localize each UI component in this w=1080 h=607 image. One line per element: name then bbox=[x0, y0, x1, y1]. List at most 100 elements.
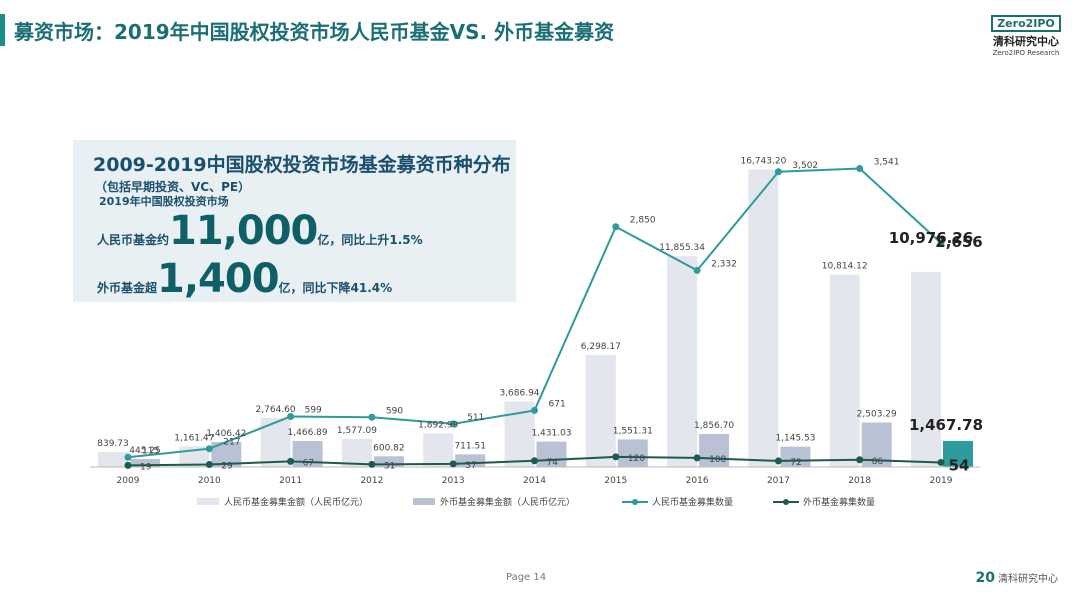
rmb-bar-2015 bbox=[585, 355, 616, 467]
legend-fx-bar-label: 外币基金募集金额（人民币亿元） bbox=[440, 496, 575, 508]
rmb-count-label-2018: 3,541 bbox=[874, 157, 900, 167]
fx-bar-label-2013: 711.51 bbox=[454, 441, 486, 451]
rmb-bar-2018 bbox=[829, 274, 860, 467]
fx-bar-label-2009: 445.25 bbox=[129, 446, 161, 456]
x-tick-2019: 2019 bbox=[930, 476, 953, 486]
rmb-bar-label-2009: 839.73 bbox=[97, 439, 129, 449]
fx-bar-label-2019: 1,467.78 bbox=[909, 416, 983, 434]
rmb-bar-label-2014: 3,686.94 bbox=[499, 388, 539, 398]
rmb-bar-2017 bbox=[748, 169, 779, 467]
legend-fx-bar-swatch bbox=[413, 498, 435, 505]
fx-summary: 外币基金超1,400亿，同比下降41.4% bbox=[97, 256, 392, 302]
fx-bar-2019 bbox=[943, 440, 973, 467]
rmb-value: 11,000 bbox=[169, 208, 318, 254]
rmb-bar-label-2019: 10,976.26 bbox=[889, 229, 973, 247]
rmb-count-point-2014 bbox=[531, 406, 538, 414]
title-accent-bar bbox=[0, 14, 5, 46]
fx-count-point-2013 bbox=[449, 460, 457, 468]
fx-bar-label-2018: 2,503.29 bbox=[857, 409, 897, 419]
fx-count-label-2011: 67 bbox=[303, 458, 314, 468]
rmb-count-label-2016: 2,332 bbox=[711, 259, 737, 269]
fx-count-label-2014: 74 bbox=[547, 458, 559, 468]
rmb-bar-label-2013: 1,892.99 bbox=[418, 420, 458, 430]
fx-value: 1,400 bbox=[157, 256, 280, 302]
legend-fx-line-marker bbox=[783, 499, 789, 505]
fx-count-label-2016: 108 bbox=[709, 455, 726, 465]
rmb-bar-label-2010: 1,161.47 bbox=[174, 433, 214, 443]
x-tick-2017: 2017 bbox=[767, 476, 790, 486]
rmb-count-label-2009: 115 bbox=[142, 446, 159, 456]
footer-logo-mark: 20 bbox=[975, 570, 995, 586]
rmb-count-point-2015 bbox=[612, 223, 620, 231]
summary-subheading: （包括早期投资、VC、PE） bbox=[95, 180, 251, 194]
zero2ipo-logo: Zero2IPO 清科研究中心 Zero2IPO Research bbox=[990, 12, 1062, 57]
fx-count-point-2009 bbox=[124, 461, 132, 469]
x-tick-2016: 2016 bbox=[686, 476, 709, 486]
x-tick-2015: 2015 bbox=[604, 476, 627, 486]
fx-count-label-2010: 29 bbox=[221, 462, 233, 472]
fx-bar-2012 bbox=[373, 456, 404, 467]
rmb-count-point-2013 bbox=[449, 420, 457, 428]
footer-logo-text: 清科研究中心 bbox=[998, 574, 1058, 585]
logo-en-name: Zero2IPO Research bbox=[992, 49, 1060, 57]
fx-count-label-2009: 19 bbox=[140, 462, 152, 472]
x-tick-2014: 2014 bbox=[523, 476, 546, 486]
rmb-unit: 亿，同比上升1.5% bbox=[317, 233, 423, 247]
fx-count-label-2015: 120 bbox=[628, 454, 645, 464]
fx-bar-label-2011: 1,466.89 bbox=[288, 428, 328, 438]
fx-count-point-2012 bbox=[368, 460, 376, 468]
x-tick-2013: 2013 bbox=[442, 476, 465, 486]
rmb-bar-2011 bbox=[260, 417, 291, 467]
fx-count-label-2019: 54 bbox=[949, 456, 970, 474]
rmb-count-point-2018 bbox=[856, 164, 864, 172]
fx-count-point-2016 bbox=[693, 454, 701, 462]
rmb-bar-label-2016: 11,855.34 bbox=[659, 243, 705, 253]
x-tick-2011: 2011 bbox=[279, 476, 302, 486]
fx-count-point-2019 bbox=[937, 458, 945, 466]
fx-count-label-2012: 31 bbox=[384, 461, 395, 471]
rmb-label: 人民币基金约 bbox=[97, 233, 170, 247]
fx-bar-label-2012: 600.82 bbox=[373, 443, 405, 453]
fx-count-point-2017 bbox=[774, 457, 782, 465]
fx-count-point-2014 bbox=[531, 457, 538, 465]
rmb-bar-label-2015: 6,298.17 bbox=[581, 342, 621, 352]
fx-count-label-2018: 86 bbox=[872, 457, 884, 467]
fx-bar-2016 bbox=[699, 433, 730, 467]
summary-heading: 2009-2019中国股权投资市场基金募资币种分布 bbox=[93, 154, 511, 176]
x-tick-2009: 2009 bbox=[117, 476, 140, 486]
fx-bar-2017 bbox=[780, 446, 811, 467]
rmb-bar-label-2018: 10,814.12 bbox=[822, 262, 868, 272]
logo-wordmark: Zero2IPO bbox=[991, 15, 1061, 32]
fx-label: 外币基金超 bbox=[97, 281, 158, 295]
rmb-count-point-2011 bbox=[287, 413, 295, 421]
fx-bar-label-2017: 1,145.53 bbox=[775, 434, 815, 444]
rmb-count-point-2016 bbox=[693, 266, 701, 274]
rmb-bar-2013 bbox=[423, 433, 454, 467]
x-tick-2010: 2010 bbox=[198, 476, 221, 486]
fx-bar-2009 bbox=[130, 459, 160, 467]
rmb-bar-2019 bbox=[911, 271, 941, 467]
page-number: Page 14 bbox=[506, 572, 547, 583]
x-tick-2018: 2018 bbox=[848, 476, 871, 486]
fx-count-point-2018 bbox=[856, 456, 864, 464]
footer-logo: 20 清科研究中心 bbox=[976, 570, 1058, 586]
rmb-count-label-2012: 590 bbox=[386, 406, 403, 416]
legend-rmb-bar-swatch bbox=[197, 498, 219, 505]
legend-rmb-bar-label: 人民币基金募集金额（人民币亿元） bbox=[224, 496, 368, 508]
fx-bar-label-2014: 1,431.03 bbox=[531, 429, 571, 439]
rmb-count-label-2017: 3,502 bbox=[792, 161, 818, 171]
rmb-count-label-2010: 217 bbox=[223, 438, 240, 448]
fx-count-label-2013: 37 bbox=[465, 461, 476, 471]
fx-count-label-2017: 72 bbox=[790, 458, 801, 468]
fx-count-point-2015 bbox=[612, 453, 620, 461]
rmb-count-label-2014: 671 bbox=[549, 399, 566, 409]
rmb-bar-2016 bbox=[667, 256, 698, 467]
rmb-bar-label-2012: 1,577.09 bbox=[337, 426, 377, 436]
legend-rmb-line-marker bbox=[632, 499, 638, 505]
rmb-bar-label-2017: 16,743.20 bbox=[740, 156, 786, 166]
rmb-bar-label-2011: 2,764.60 bbox=[256, 405, 296, 415]
rmb-count-point-2017 bbox=[774, 168, 782, 176]
logo-cn-name: 清科研究中心 bbox=[993, 35, 1059, 48]
rmb-count-label-2019: 2,656 bbox=[935, 233, 982, 251]
rmb-summary: 人民币基金约11,000亿，同比上升1.5% bbox=[97, 208, 423, 254]
